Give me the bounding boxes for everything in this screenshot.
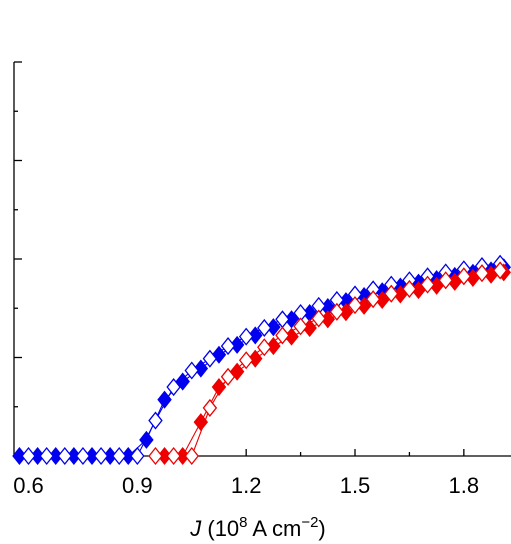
series-markers bbox=[12, 254, 511, 466]
data-point-open-diamond bbox=[384, 284, 399, 303]
data-point-open-diamond bbox=[75, 446, 91, 466]
data-point-filled-diamond bbox=[266, 337, 281, 356]
data-point-open-diamond bbox=[329, 302, 345, 321]
data-point-filled-diamond bbox=[229, 335, 245, 354]
data-point-open-diamond bbox=[202, 398, 218, 417]
data-point-open-diamond bbox=[57, 446, 73, 466]
data-point-filled-diamond bbox=[248, 326, 263, 345]
data-point-open-diamond bbox=[238, 351, 254, 370]
x-axis-text: ) bbox=[318, 516, 325, 541]
data-point-open-diamond bbox=[365, 290, 381, 309]
data-point-open-diamond bbox=[238, 327, 254, 346]
data-point-open-diamond bbox=[492, 261, 508, 280]
data-point-open-diamond bbox=[275, 326, 290, 345]
x-tick-label: 0.6 bbox=[13, 473, 44, 498]
data-point-filled-diamond bbox=[266, 318, 281, 337]
data-point-open-diamond bbox=[220, 367, 236, 386]
data-point-open-diamond bbox=[257, 338, 272, 357]
data-point-open-diamond bbox=[347, 296, 363, 315]
data-point-open-diamond bbox=[39, 446, 54, 466]
series-lines bbox=[19, 263, 504, 457]
data-point-open-diamond bbox=[474, 264, 490, 283]
data-point-filled-diamond bbox=[211, 345, 227, 364]
data-point-open-diamond bbox=[148, 411, 163, 430]
x-axis-sup: 8 bbox=[239, 514, 247, 531]
x-axis-text: A cm bbox=[248, 516, 302, 541]
data-point-open-diamond bbox=[184, 446, 199, 466]
data-point-filled-diamond bbox=[211, 378, 227, 397]
data-point-filled-diamond bbox=[139, 430, 154, 449]
x-axis-text: (10 bbox=[201, 516, 239, 541]
data-point-filled-diamond bbox=[157, 390, 172, 409]
x-tick-label: 0.9 bbox=[122, 473, 153, 498]
x-axis-variable: J bbox=[189, 516, 202, 541]
data-point-open-diamond bbox=[21, 446, 36, 466]
data-point-open-diamond bbox=[257, 318, 272, 337]
data-point-open-diamond bbox=[111, 446, 127, 466]
x-axis-title: J (108 A cm−2) bbox=[189, 514, 326, 541]
data-point-open-diamond bbox=[456, 267, 472, 286]
data-point-open-diamond bbox=[420, 275, 435, 294]
x-tick-label: 1.8 bbox=[449, 473, 480, 498]
x-tick-label: 1.5 bbox=[340, 473, 371, 498]
data-point-filled-diamond bbox=[248, 349, 263, 368]
data-point-open-diamond bbox=[293, 317, 308, 336]
series-line bbox=[28, 263, 501, 457]
data-point-open-diamond bbox=[311, 309, 326, 328]
data-point-open-diamond bbox=[202, 349, 218, 368]
data-point-open-diamond bbox=[402, 279, 417, 298]
data-point-open-diamond bbox=[93, 446, 109, 466]
data-point-filled-diamond bbox=[193, 359, 209, 378]
x-tick-label: 1.2 bbox=[231, 473, 262, 498]
data-point-open-diamond bbox=[166, 378, 181, 397]
data-point-open-diamond bbox=[130, 446, 145, 466]
data-point-filled-diamond bbox=[193, 413, 209, 432]
data-point-open-diamond bbox=[148, 446, 163, 466]
data-point-open-diamond bbox=[220, 337, 236, 356]
x-axis-sup: −2 bbox=[301, 514, 318, 531]
data-point-open-diamond bbox=[166, 446, 181, 466]
series-line bbox=[19, 266, 504, 457]
axes bbox=[13, 61, 511, 457]
data-point-open-diamond bbox=[438, 271, 453, 290]
data-point-open-diamond bbox=[184, 361, 199, 380]
x-tick-labels: 0.6 0.9 1.2 1.5 1.8 bbox=[13, 473, 479, 498]
